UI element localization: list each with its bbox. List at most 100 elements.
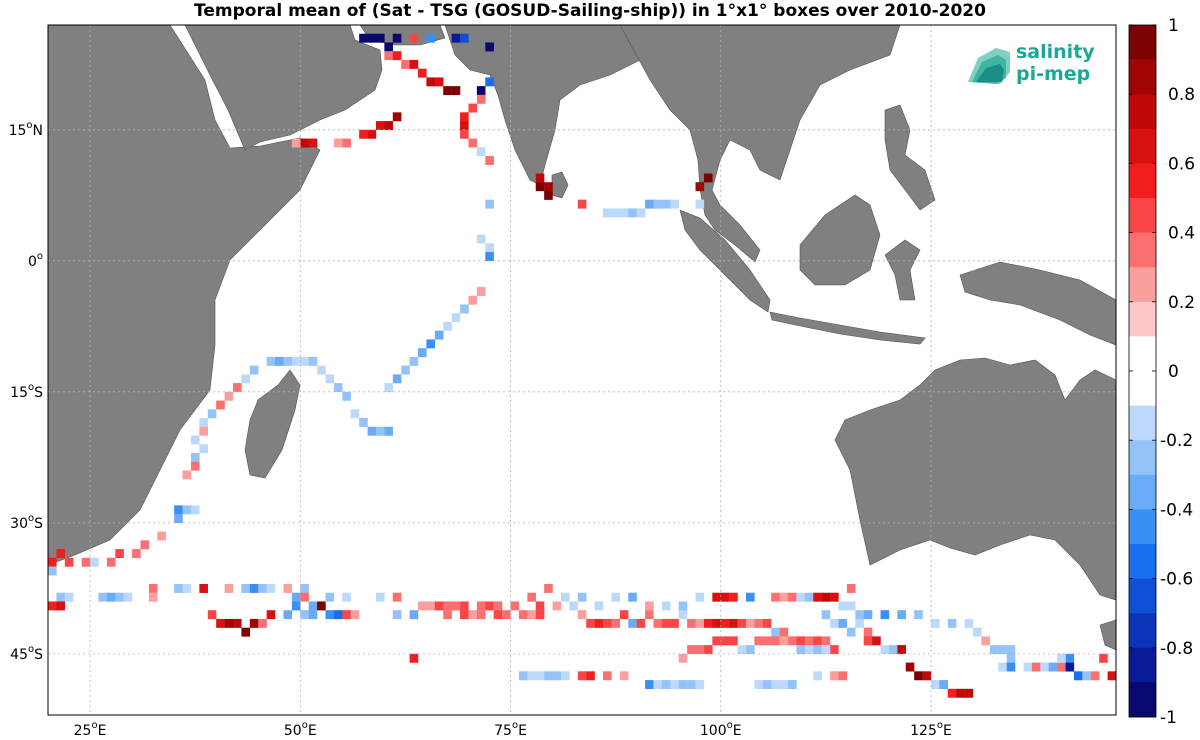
cell-224: [577, 592, 587, 602]
cell-242: [897, 645, 906, 655]
cell-152: [207, 610, 217, 620]
land-australia: [834, 357, 1116, 601]
colorbar-tick-10: -1: [1160, 708, 1177, 728]
cell-147: [485, 601, 494, 611]
cell-114: [48, 566, 57, 576]
cell-25: [460, 129, 469, 139]
lat-tick-2: 15oS: [10, 382, 43, 401]
cell-183: [569, 601, 578, 611]
cell-259: [947, 618, 957, 628]
cell-58: [485, 243, 494, 253]
cell-106: [132, 549, 141, 558]
cell-47: [619, 208, 629, 218]
colorbar-segment-15: [1129, 544, 1156, 579]
cell-2: [375, 33, 385, 43]
cell-48: [628, 208, 637, 218]
lon-tick-1: 50oE: [284, 720, 317, 739]
cell-43: [485, 199, 494, 209]
cell-188: [611, 618, 621, 628]
cell-97: [190, 452, 200, 462]
latitude-tick-labels: 15oN 0o 15oS 30oS 45oS: [9, 120, 44, 663]
cell-66: [426, 339, 436, 349]
cell-146: [476, 601, 486, 611]
cell-126: [224, 583, 234, 593]
cell-214: [779, 592, 789, 602]
cell-301: [603, 671, 612, 681]
cell-208: [779, 627, 789, 637]
cell-13: [409, 59, 419, 69]
cell-286: [720, 636, 730, 646]
cell-215: [788, 592, 797, 602]
cell-46: [611, 208, 621, 218]
cell-239: [872, 636, 881, 646]
cell-154: [224, 618, 234, 628]
cell-264: [998, 645, 1007, 655]
cell-99: [182, 470, 192, 480]
cell-203: [737, 618, 747, 628]
cell-93: [199, 418, 208, 427]
cell-285: [729, 636, 738, 646]
colorbar-segment-13: [1129, 474, 1156, 510]
cell-278: [821, 645, 831, 655]
map-frame: [47, 24, 1117, 716]
cell-307: [678, 680, 688, 689]
cell-136: [300, 592, 309, 602]
cell-312: [771, 680, 780, 689]
cell-269: [788, 636, 797, 646]
cell-228: [645, 601, 654, 611]
cell-179: [518, 610, 528, 620]
cell-83: [359, 418, 368, 427]
cell-322: [1057, 662, 1066, 672]
cell-52: [661, 199, 671, 209]
cell-22: [468, 103, 478, 113]
colorbar-segment-4: [1129, 163, 1156, 199]
cell-320: [1040, 662, 1049, 672]
cell-38: [342, 138, 351, 148]
lon-tick-2: 75oE: [494, 720, 527, 739]
cell-65: [434, 330, 444, 340]
cell-201: [720, 618, 730, 628]
cell-143: [426, 601, 436, 611]
cell-294: [527, 671, 536, 681]
colorbar-segment-9: [1129, 336, 1156, 372]
cell-181: [535, 610, 545, 620]
cell-306: [670, 680, 679, 689]
cell-62: [460, 304, 469, 314]
cell-238: [863, 636, 873, 646]
cell-165: [333, 610, 343, 620]
cell-189: [619, 610, 629, 620]
land-masses: [48, 25, 1116, 651]
cell-272: [813, 636, 822, 646]
cell-67: [418, 348, 427, 358]
cell-109: [90, 557, 99, 567]
cell-296: [544, 671, 553, 681]
cell-150: [527, 592, 536, 602]
cell-324: [1065, 662, 1075, 672]
cell-148: [493, 601, 503, 611]
cell-295: [535, 671, 545, 681]
cell-88: [241, 374, 251, 384]
cell-94: [199, 426, 208, 436]
cell-142: [392, 592, 402, 602]
cell-103: [174, 514, 183, 524]
cell-141: [375, 592, 385, 602]
colorbar-segment-14: [1129, 509, 1156, 545]
wave-logo-icon: [968, 48, 1010, 84]
cell-102: [190, 505, 200, 515]
cell-127: [241, 583, 251, 593]
cell-45: [603, 208, 612, 218]
cell-79: [325, 374, 335, 384]
cell-71: [384, 383, 393, 393]
cell-27: [476, 147, 486, 157]
cell-42: [291, 138, 301, 148]
cell-41: [300, 138, 309, 148]
cell-77: [308, 356, 318, 366]
cell-280: [779, 636, 789, 646]
cell-91: [216, 400, 225, 410]
cell-275: [796, 645, 806, 655]
cell-258: [930, 618, 940, 628]
cell-276: [804, 645, 814, 655]
cell-151: [535, 601, 545, 611]
cell-158: [258, 618, 267, 628]
cell-305: [661, 680, 671, 689]
